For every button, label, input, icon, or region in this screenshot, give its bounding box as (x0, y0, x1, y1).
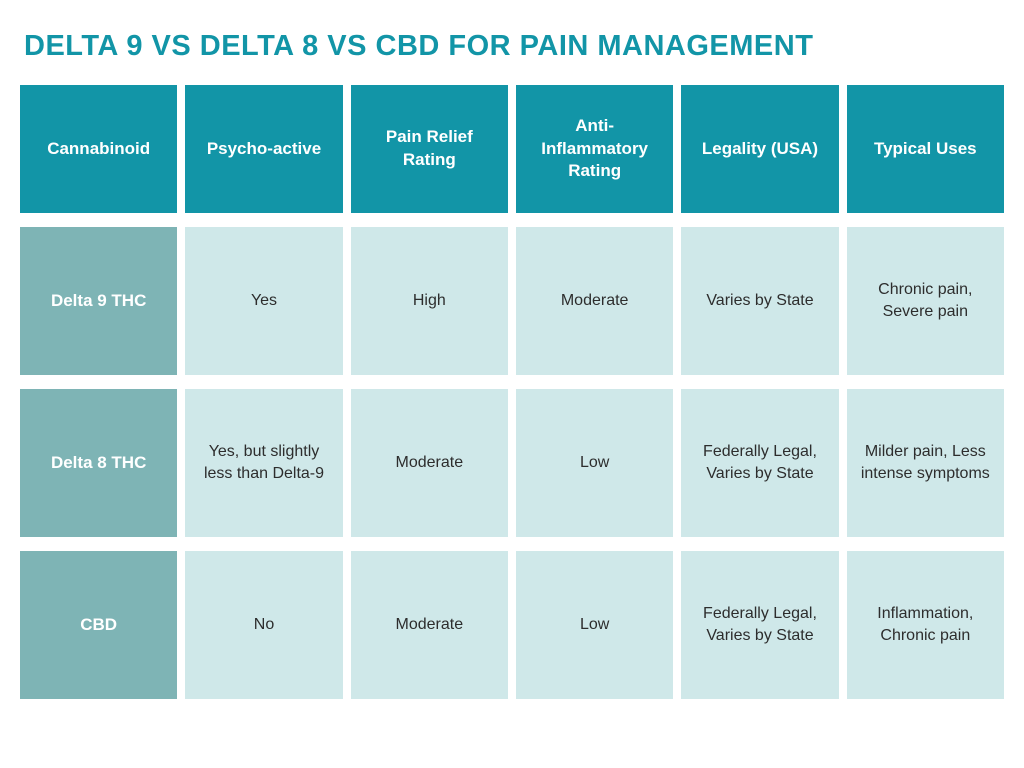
cell-cbd-pain-relief: Moderate (351, 551, 508, 699)
table-header-row: Cannabinoid Psycho-active Pain Relief Ra… (20, 85, 1004, 213)
comparison-table: Cannabinoid Psycho-active Pain Relief Ra… (20, 85, 1004, 699)
row-header-delta-9: Delta 9 THC (20, 227, 177, 375)
table-row: Delta 9 THC Yes High Moderate Varies by … (20, 227, 1004, 375)
cell-delta8-uses: Milder pain, Less intense symptoms (847, 389, 1004, 537)
column-header-cannabinoid: Cannabinoid (20, 85, 177, 213)
cell-delta9-legality: Varies by State (681, 227, 838, 375)
cell-cbd-anti-inflammatory: Low (516, 551, 673, 699)
cell-delta9-anti-inflammatory: Moderate (516, 227, 673, 375)
cell-cbd-psychoactive: No (185, 551, 342, 699)
table-row: CBD No Moderate Low Federally Legal, Var… (20, 551, 1004, 699)
cell-delta9-psychoactive: Yes (185, 227, 342, 375)
row-header-cbd: CBD (20, 551, 177, 699)
table-row: Delta 8 THC Yes, but slightly less than … (20, 389, 1004, 537)
column-header-legality: Legality (USA) (681, 85, 838, 213)
column-header-typical-uses: Typical Uses (847, 85, 1004, 213)
cell-cbd-legality: Federally Legal, Varies by State (681, 551, 838, 699)
column-header-anti-inflammatory: Anti-Inflammatory Rating (516, 85, 673, 213)
cell-cbd-uses: Inflammation, Chronic pain (847, 551, 1004, 699)
cell-delta9-uses: Chronic pain, Severe pain (847, 227, 1004, 375)
row-header-delta-8: Delta 8 THC (20, 389, 177, 537)
cell-delta9-pain-relief: High (351, 227, 508, 375)
column-header-psychoactive: Psycho-active (185, 85, 342, 213)
cell-delta8-pain-relief: Moderate (351, 389, 508, 537)
column-header-pain-relief: Pain Relief Rating (351, 85, 508, 213)
cell-delta8-legality: Federally Legal, Varies by State (681, 389, 838, 537)
cell-delta8-anti-inflammatory: Low (516, 389, 673, 537)
cell-delta8-psychoactive: Yes, but slightly less than Delta-9 (185, 389, 342, 537)
page-title: DELTA 9 VS DELTA 8 VS CBD FOR PAIN MANAG… (24, 30, 1004, 63)
